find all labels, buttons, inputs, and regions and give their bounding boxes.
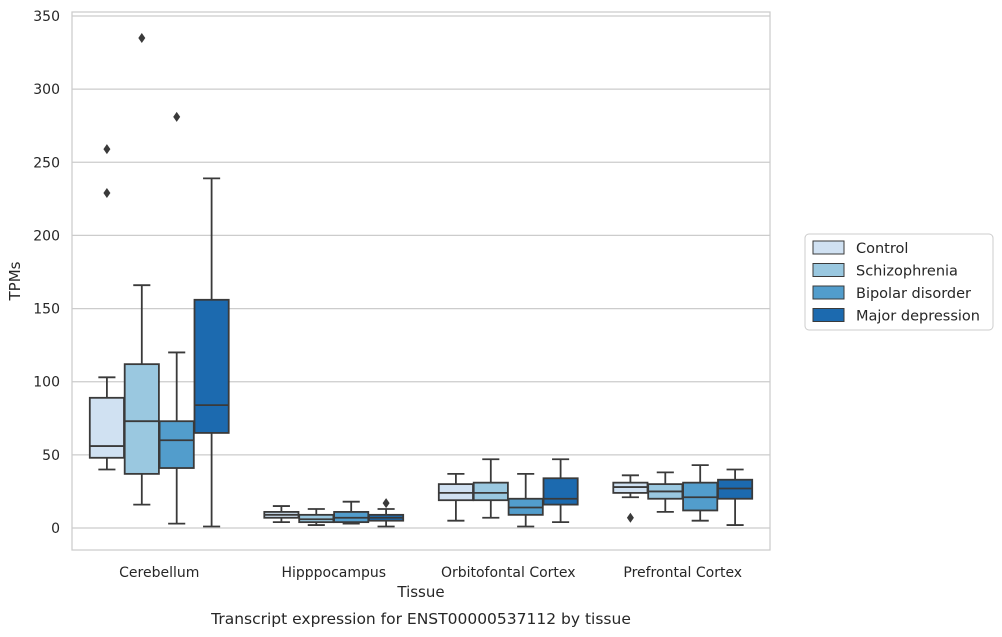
outlier-point <box>103 188 111 199</box>
box-control <box>263 505 300 524</box>
box-major-depression <box>542 458 579 524</box>
x-axis-label: Tissue <box>396 583 444 601</box>
box-major-depression <box>193 177 230 528</box>
legend-item: Control <box>812 240 908 257</box>
box-major-depression <box>717 468 754 526</box>
box-iqr <box>472 481 509 502</box>
legend-label: Control <box>856 241 908 257</box>
outlier-point <box>138 32 146 43</box>
box-iqr <box>88 396 125 459</box>
box-iqr <box>158 420 195 469</box>
box-control <box>437 472 474 522</box>
y-axis-label: TPMs <box>6 261 24 301</box>
x-tick-label: Orbitofontal Cortex <box>441 565 576 581</box>
y-tick-label: 0 <box>51 521 60 537</box>
legend-swatch <box>812 240 845 255</box>
y-tick-label: 250 <box>33 155 60 171</box>
legend: Control Schizophrenia Bipolar disorder Majo… <box>804 233 994 331</box>
legend-item: Bipolar disorder <box>812 285 971 302</box>
box-schizophrenia <box>472 458 509 519</box>
box-iqr <box>193 298 230 434</box>
y-tick-label: 50 <box>42 448 60 464</box>
y-tick-label: 200 <box>33 228 60 244</box>
outlier-point <box>382 498 390 509</box>
box-schizophrenia <box>298 508 335 526</box>
legend-swatch <box>812 308 845 322</box>
box-control <box>88 144 125 471</box>
y-tick-label: 100 <box>33 375 60 391</box>
box-iqr <box>542 477 579 506</box>
box-bipolar-disorder <box>682 464 719 522</box>
chart-caption: Transcript expression for ENST0000053711… <box>210 610 631 628</box>
outlier-point <box>173 111 181 122</box>
x-tick-label: Hipppocampus <box>281 565 386 581</box>
outlier-point <box>103 144 111 155</box>
box-schizophrenia <box>123 32 160 506</box>
legend-swatch <box>812 263 845 277</box>
x-axis-ticks: Cerebellum Hipppocampus Orbitofontal Corte… <box>119 565 742 581</box>
y-axis-ticks: 0 50 100 150 200 250 300 350 <box>33 9 60 537</box>
boxes <box>88 32 754 528</box>
box-control <box>612 474 649 523</box>
legend-label: Major depression <box>856 309 980 325</box>
box-bipolar-disorder <box>333 500 370 525</box>
box-major-depression <box>368 498 405 528</box>
box-schizophrenia <box>647 471 684 513</box>
y-tick-label: 350 <box>33 9 60 25</box>
legend-label: Schizophrenia <box>856 264 958 280</box>
x-tick-label: Prefrontal Cortex <box>623 565 742 581</box>
plot-area <box>71 11 771 551</box>
box-bipolar-disorder <box>158 111 195 525</box>
x-tick-label: Cerebellum <box>119 565 199 581</box>
legend-item: Major depression <box>812 308 980 325</box>
box-bipolar-disorder <box>507 472 544 528</box>
y-tick-label: 150 <box>33 302 60 318</box>
legend-swatch <box>812 285 845 300</box>
legend-frame <box>804 233 994 331</box>
legend-item: Schizophrenia <box>812 263 958 280</box>
legend-label: Bipolar disorder <box>856 286 971 302</box>
y-tick-label: 300 <box>33 82 60 98</box>
outlier-point <box>626 512 634 523</box>
box-iqr <box>123 363 160 475</box>
